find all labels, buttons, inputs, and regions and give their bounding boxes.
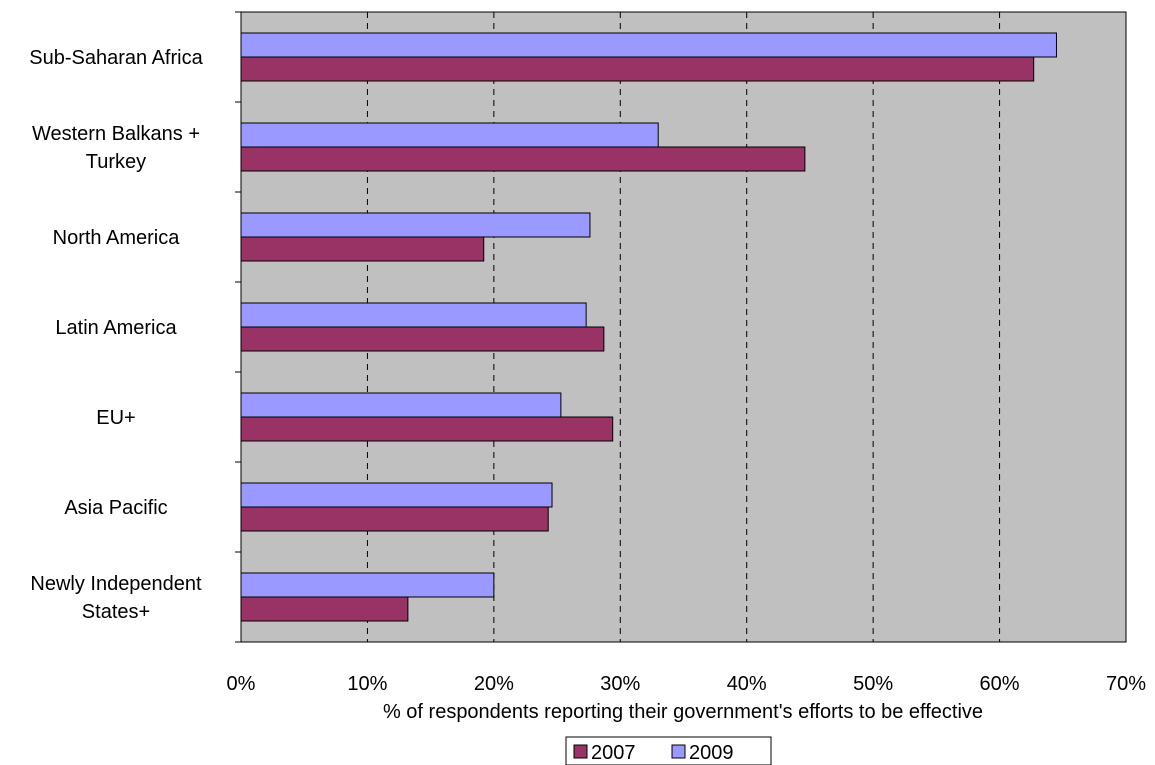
legend-label-2009: 2009 [689,742,734,764]
bar-2009-4 [240,392,562,418]
bar-2009-0 [240,32,1057,58]
bar-2007-6 [240,596,409,622]
bar-2009-6 [240,572,495,598]
category-label-line: Latin America [55,317,177,339]
bars [240,32,1057,622]
category-label: Sub-Saharan Africa [29,47,203,69]
legend-label-2007: 2007 [591,742,636,764]
x-tick-label-20: 20% [474,673,514,695]
category-label: EU+ [96,407,135,429]
bar-2007-0 [240,56,1035,82]
bar-2007-4 [240,416,614,442]
x-tick-label-60: 60% [980,673,1020,695]
category-label-line: Turkey [86,151,146,173]
category-label-line: Newly Independent [30,573,202,595]
category-label-line: States+ [82,601,150,623]
category-label-line: Sub-Saharan Africa [29,47,203,69]
bar-2009-5 [240,482,553,508]
category-label: Western Balkans + Turkey [32,123,200,173]
category-label: Latin America [55,317,177,339]
bar-2007-3 [240,326,605,352]
legend-box [565,736,772,765]
category-label-line: North America [53,227,181,249]
category-label: Newly Independent States+ [30,573,202,623]
bar-2007-2 [240,236,485,262]
category-label-line: EU+ [96,407,135,429]
legend-swatch-2007 [573,744,588,759]
category-labels: Sub-Saharan Africa Western Balkans + Turke… [29,47,203,623]
category-label-line: Western Balkans + [32,123,200,145]
grid-lines [366,12,1001,642]
bar-2009-3 [240,302,587,328]
legend-swatch-2009 [671,744,686,759]
category-label: North America [53,227,181,249]
category-label: Asia Pacific [64,497,167,519]
x-tick-label-10: 10% [347,673,387,695]
bar-2009-1 [240,122,659,148]
x-tick-labels: 0% 10% 20% 30% 40% 50% 60% 70% [227,673,1147,695]
x-tick-label-40: 40% [727,673,767,695]
axes [235,11,242,643]
bar-2007-1 [240,146,806,172]
x-tick-label-50: 50% [853,673,893,695]
x-tick-label-30: 30% [600,673,640,695]
legend: 2007 2009 [565,736,772,765]
x-tick-label-70: 70% [1106,673,1146,695]
bar-2007-5 [240,506,549,532]
x-axis-title: % of respondents reporting their governm… [383,701,983,723]
category-label-line: Asia Pacific [64,497,167,519]
bar-2009-2 [240,212,591,238]
x-tick-label-0: 0% [227,673,256,695]
